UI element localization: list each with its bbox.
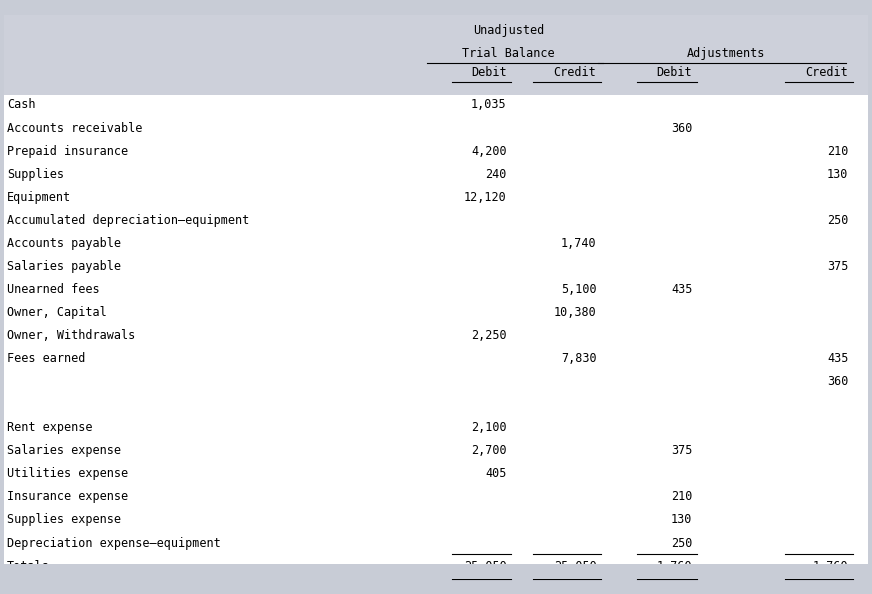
Text: 375: 375 [671, 444, 692, 457]
Text: Rent expense: Rent expense [7, 421, 92, 434]
Text: Credit: Credit [554, 66, 596, 79]
Bar [4, 15, 868, 95]
Text: Accumulated depreciation–equipment: Accumulated depreciation–equipment [7, 214, 249, 227]
Text: 210: 210 [827, 144, 848, 157]
Text: 375: 375 [827, 260, 848, 273]
Text: Equipment: Equipment [7, 191, 72, 204]
Text: Owner, Capital: Owner, Capital [7, 306, 106, 319]
Text: Fees earned: Fees earned [7, 352, 85, 365]
Text: Unadjusted: Unadjusted [473, 24, 544, 37]
Text: 12,120: 12,120 [464, 191, 507, 204]
Text: Trial Balance: Trial Balance [462, 47, 555, 60]
Text: 405: 405 [485, 467, 507, 481]
Text: Unearned fees: Unearned fees [7, 283, 99, 296]
Text: 10,380: 10,380 [554, 306, 596, 319]
Text: 5,100: 5,100 [561, 283, 596, 296]
Text: 1,760: 1,760 [657, 560, 692, 573]
Text: 250: 250 [671, 536, 692, 549]
Bar [4, 564, 868, 579]
Text: 1,740: 1,740 [561, 237, 596, 250]
Text: Accounts receivable: Accounts receivable [7, 122, 142, 135]
Text: Supplies: Supplies [7, 168, 64, 181]
Text: 130: 130 [671, 513, 692, 526]
Text: 25,050: 25,050 [464, 560, 507, 573]
Text: 7,830: 7,830 [561, 352, 596, 365]
Text: Debit: Debit [657, 66, 692, 79]
Text: 25,050: 25,050 [554, 560, 596, 573]
Text: Debit: Debit [471, 66, 507, 79]
Text: 1,035: 1,035 [471, 99, 507, 112]
Text: 4,200: 4,200 [471, 144, 507, 157]
Text: Utilities expense: Utilities expense [7, 467, 128, 481]
Text: 210: 210 [671, 491, 692, 503]
Text: 2,700: 2,700 [471, 444, 507, 457]
Text: 360: 360 [827, 375, 848, 388]
Text: Totals: Totals [7, 560, 50, 573]
Text: Owner, Withdrawals: Owner, Withdrawals [7, 329, 135, 342]
Text: 2,100: 2,100 [471, 421, 507, 434]
Text: Credit: Credit [806, 66, 848, 79]
Text: 1,760: 1,760 [813, 560, 848, 573]
Text: Insurance expense: Insurance expense [7, 491, 128, 503]
Text: Cash: Cash [7, 99, 36, 112]
Text: Depreciation expense–equipment: Depreciation expense–equipment [7, 536, 221, 549]
Text: Accounts payable: Accounts payable [7, 237, 121, 250]
Text: 435: 435 [671, 283, 692, 296]
Text: Salaries payable: Salaries payable [7, 260, 121, 273]
Text: 435: 435 [827, 352, 848, 365]
Text: Salaries expense: Salaries expense [7, 444, 121, 457]
Text: 130: 130 [827, 168, 848, 181]
Text: Adjustments: Adjustments [687, 47, 766, 60]
Text: Prepaid insurance: Prepaid insurance [7, 144, 128, 157]
Text: Supplies expense: Supplies expense [7, 513, 121, 526]
Text: 250: 250 [827, 214, 848, 227]
Text: 2,250: 2,250 [471, 329, 507, 342]
Text: 240: 240 [485, 168, 507, 181]
Text: 360: 360 [671, 122, 692, 135]
